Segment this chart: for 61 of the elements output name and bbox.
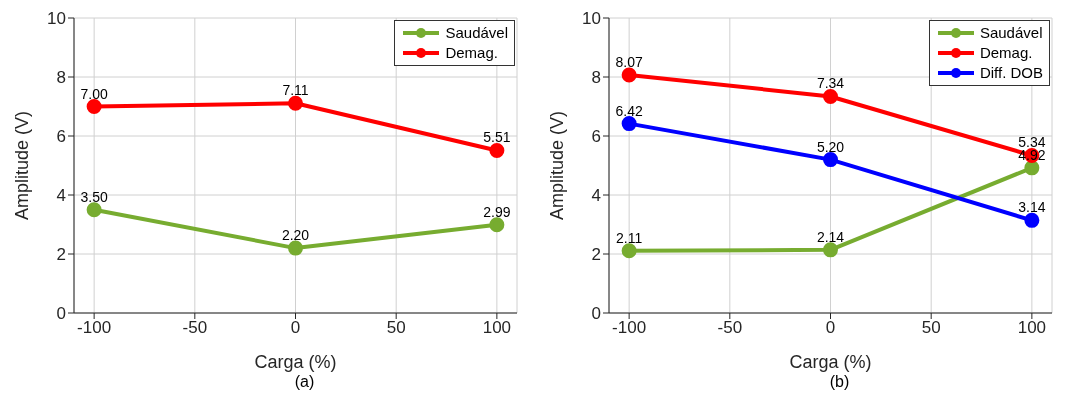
legend-label: Diff. DOB — [979, 63, 1043, 83]
x-tick-label: -50 — [182, 318, 208, 338]
x-axis-title: Carga (%) — [789, 352, 872, 372]
point — [86, 202, 102, 218]
legend-label: Demag. — [979, 43, 1033, 63]
y-tick-label: 4 — [591, 186, 601, 206]
data-label: 2.99 — [483, 203, 511, 220]
y-tick-label: 10 — [582, 9, 601, 29]
legend-label: Demag. — [445, 43, 498, 63]
data-label: 5.34 — [1018, 134, 1046, 151]
data-label: 5.51 — [483, 129, 511, 146]
data-label: 2.20 — [281, 227, 310, 244]
data-label: 2.14 — [816, 228, 845, 245]
x-tick-label: -100 — [77, 318, 112, 338]
y-tick-label: 8 — [591, 68, 601, 88]
x-tick-label: -50 — [717, 318, 743, 338]
point — [288, 95, 303, 111]
point — [823, 152, 838, 168]
y-tick-label: 6 — [56, 127, 66, 147]
data-label: 5.20 — [816, 138, 845, 155]
y-tick-label: 2 — [591, 245, 601, 265]
point — [621, 116, 637, 132]
x-tick-label: -100 — [612, 318, 647, 338]
x-tick-label: 50 — [921, 318, 941, 338]
point — [288, 240, 303, 256]
y-tick-label: 8 — [56, 68, 66, 88]
data-label: 2.11 — [616, 229, 643, 246]
y-tick-label: 10 — [47, 9, 66, 29]
y-tick-label: 2 — [56, 245, 66, 265]
x-tick-label: 50 — [386, 318, 406, 338]
data-label: 7.11 — [282, 82, 309, 99]
point — [1024, 160, 1040, 176]
y-tick-label: 6 — [591, 127, 601, 147]
data-label: 8.07 — [615, 53, 643, 70]
x-tick-label: 100 — [482, 318, 512, 338]
data-label: 6.42 — [615, 102, 643, 119]
point — [823, 88, 838, 104]
data-label: 3.14 — [1018, 199, 1046, 216]
y-axis-title: Amplitude (V) — [12, 110, 33, 221]
point — [489, 142, 505, 158]
text: (b) — [828, 373, 851, 391]
y-tick-label: 0 — [56, 304, 66, 324]
y-tick-label: 0 — [591, 304, 601, 324]
data-label: 3.50 — [80, 188, 108, 205]
data-label: 7.00 — [80, 85, 108, 102]
point — [621, 67, 637, 83]
text: (a) — [293, 373, 316, 391]
data-label: 7.34 — [816, 75, 845, 92]
y-tick-label: 4 — [56, 186, 66, 206]
legend-label: Saudável — [979, 23, 1043, 43]
x-tick-label: 0 — [290, 318, 301, 338]
point — [489, 217, 505, 233]
x-tick-label: 100 — [1017, 318, 1047, 338]
point — [86, 99, 102, 114]
point — [621, 243, 637, 259]
point — [823, 242, 838, 258]
x-axis-title: Carga (%) — [254, 352, 337, 372]
legend-label: Saudável — [445, 23, 508, 43]
point — [1024, 212, 1040, 228]
y-axis-title: Amplitude (V) — [547, 110, 568, 221]
x-tick-label: 0 — [825, 318, 836, 338]
